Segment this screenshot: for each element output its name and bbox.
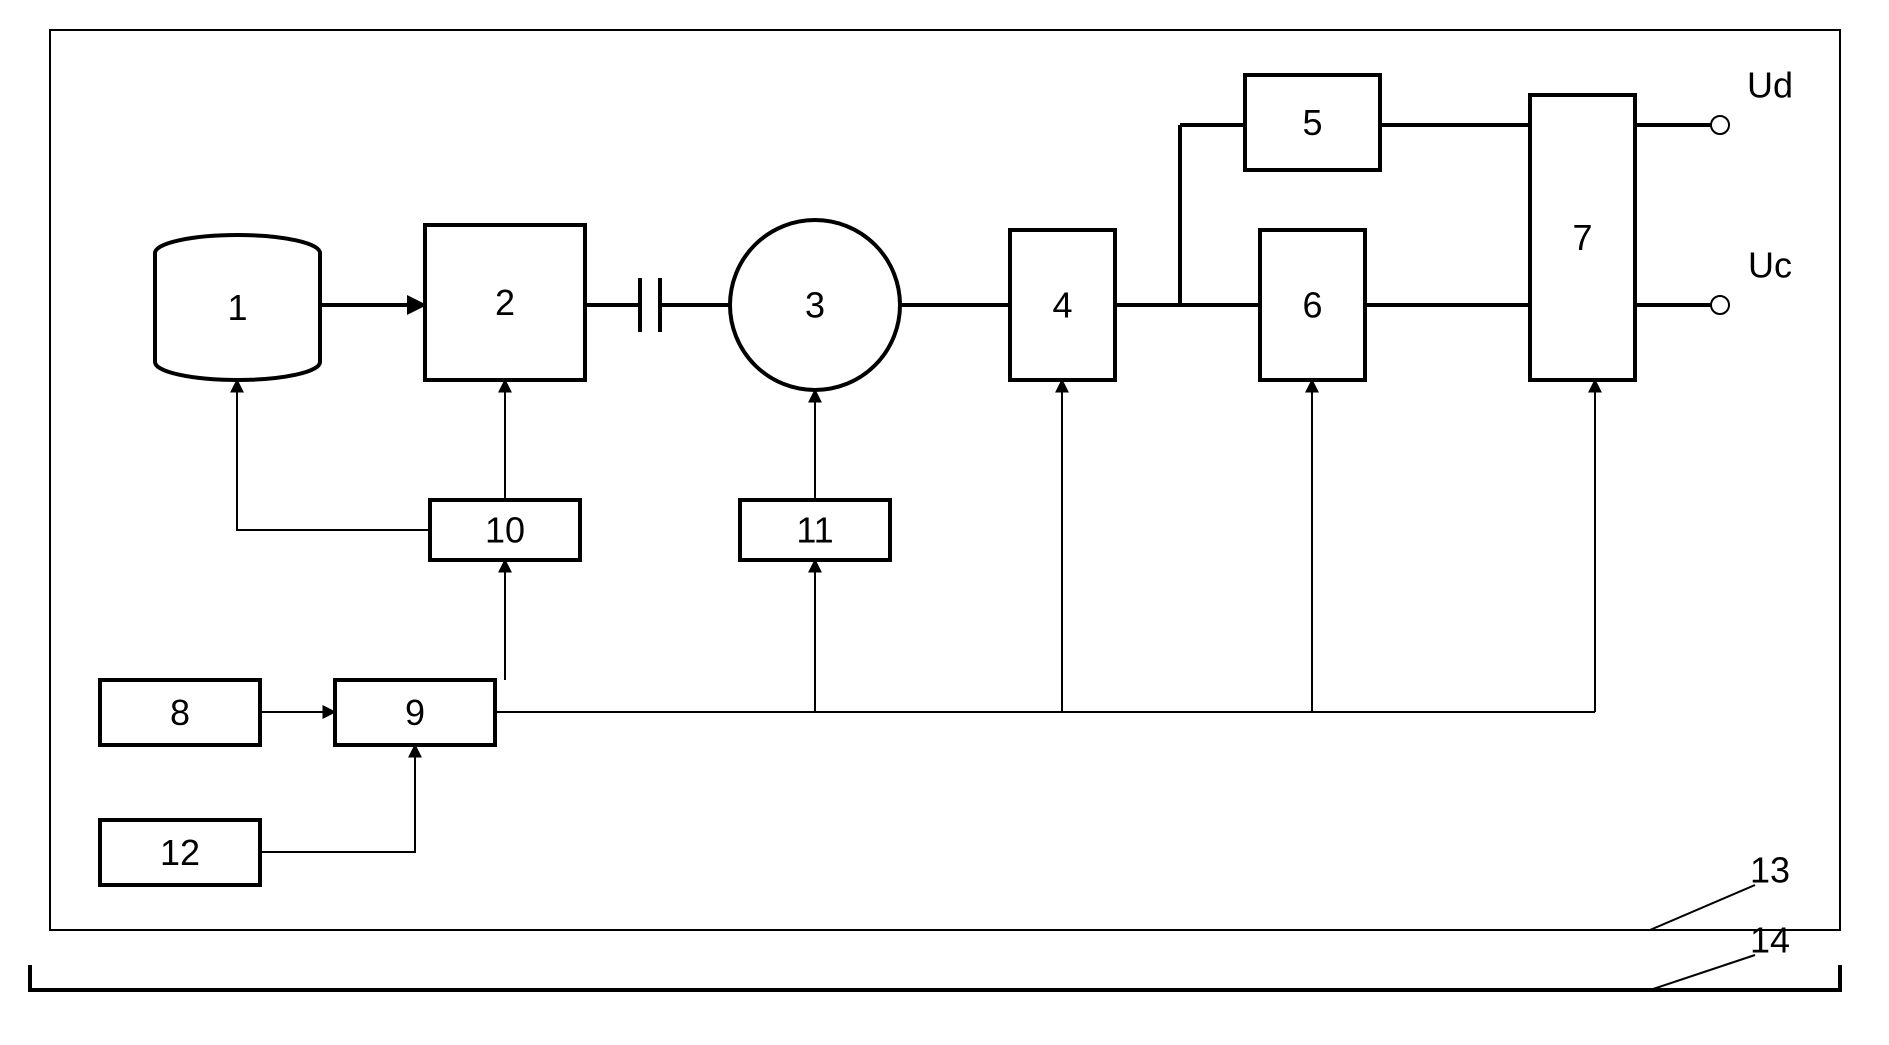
terminal-label-Ud: Ud bbox=[1747, 65, 1793, 106]
block-label-8: 8 bbox=[170, 692, 190, 733]
terminal-Uc bbox=[1711, 296, 1729, 314]
block-label-5: 5 bbox=[1302, 102, 1322, 143]
terminal-label-Uc: Uc bbox=[1748, 245, 1792, 286]
block-label-7: 7 bbox=[1572, 217, 1592, 258]
block-diagram: 123456789101112UdUc1314 bbox=[0, 0, 1889, 1045]
block-label-1: 1 bbox=[227, 287, 247, 328]
block-label-6: 6 bbox=[1302, 285, 1322, 326]
block-label-11: 11 bbox=[796, 510, 833, 551]
annotation-label-14: 14 bbox=[1750, 920, 1790, 961]
block-label-4: 4 bbox=[1052, 285, 1072, 326]
annotation-label-13: 13 bbox=[1750, 850, 1790, 891]
block-label-2: 2 bbox=[495, 282, 515, 323]
terminal-Ud bbox=[1711, 116, 1729, 134]
block-label-9: 9 bbox=[405, 692, 425, 733]
block-label-12: 12 bbox=[160, 832, 200, 873]
block-label-10: 10 bbox=[485, 510, 525, 551]
block-label-3: 3 bbox=[805, 285, 825, 326]
